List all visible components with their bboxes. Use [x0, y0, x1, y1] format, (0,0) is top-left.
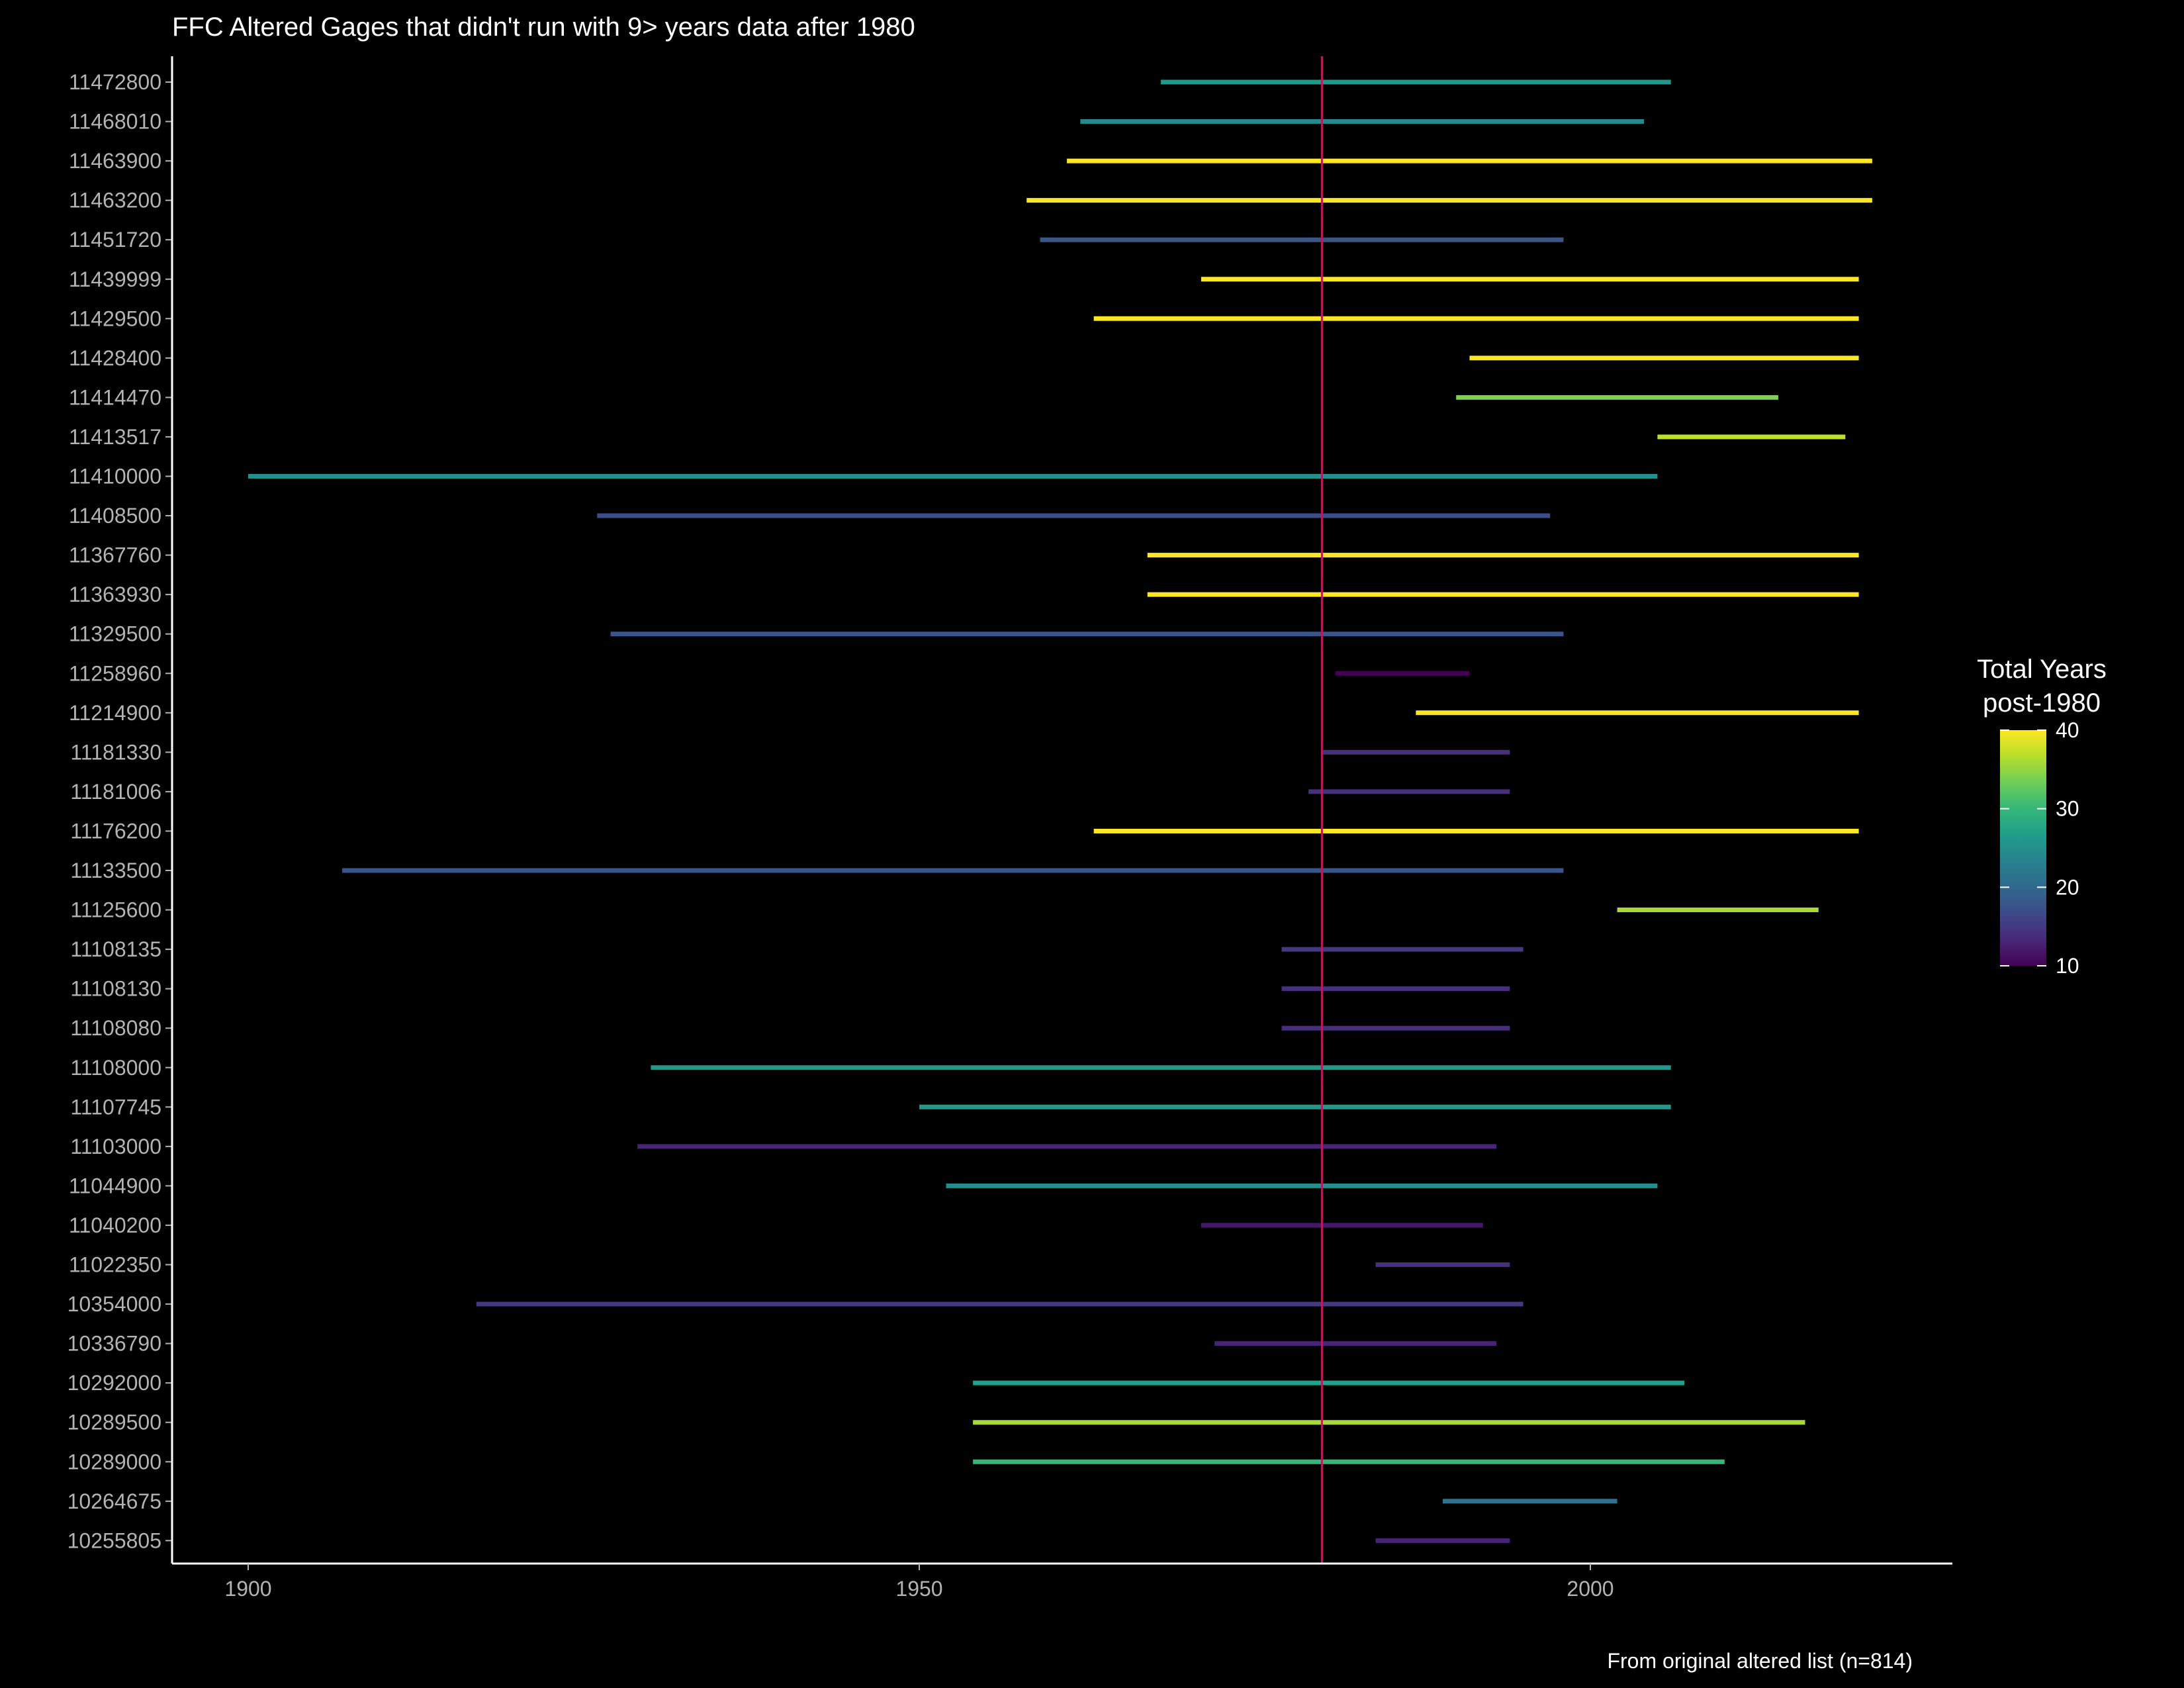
y-tick-label-10264675: 10264675: [68, 1489, 161, 1513]
y-tick-label-11367760: 11367760: [69, 543, 161, 567]
y-tick-label-11408500: 11408500: [69, 504, 161, 528]
y-tick-label-11363930: 11363930: [69, 583, 161, 606]
y-tick-label-11414470: 11414470: [69, 385, 161, 409]
legend-title-line1: Total Years: [1977, 655, 2107, 684]
x-tick-label-2000: 2000: [1567, 1577, 1614, 1601]
range-bars: [248, 79, 1872, 1543]
legend-title-line2: post-1980: [1983, 688, 2101, 718]
y-tick-label-11463200: 11463200: [69, 189, 161, 212]
y-tick-label-11108130: 11108130: [70, 977, 161, 1001]
y-tick-label-11107745: 11107745: [70, 1095, 161, 1119]
y-tick-label-11108000: 11108000: [70, 1056, 161, 1080]
y-tick-label-11214900: 11214900: [69, 701, 161, 725]
color-legend: Total Years post-1980 10 20 30 40: [1977, 655, 2107, 978]
y-tick-label-11410000: 11410000: [69, 465, 161, 489]
y-tick-label-10289500: 10289500: [68, 1411, 161, 1434]
y-tick-label-11463900: 11463900: [69, 149, 161, 173]
y-tick-label-11428400: 11428400: [69, 346, 161, 370]
legend-colorbar: [2000, 730, 2046, 966]
y-tick-label-10255805: 10255805: [68, 1528, 161, 1552]
y-tick-label-11040200: 11040200: [69, 1213, 161, 1237]
y-tick-label-10292000: 10292000: [68, 1371, 161, 1395]
y-tick-label-11429500: 11429500: [69, 306, 161, 330]
y-tick-label-11125600: 11125600: [70, 898, 161, 922]
chart-caption: From original altered list (n=814): [1607, 1649, 1913, 1673]
y-tick-label-11103000: 11103000: [70, 1135, 161, 1158]
y-tick-label-11181330: 11181330: [70, 740, 161, 764]
y-tick-label-11181006: 11181006: [70, 780, 161, 804]
y-axis: 11472800 11468010 11463900 11463200 11451720…: [68, 56, 173, 1564]
y-tick-label-11133500: 11133500: [70, 859, 161, 882]
y-tick-label-11176200: 11176200: [70, 819, 161, 843]
x-tick-label-1900: 1900: [224, 1577, 271, 1601]
y-tick-label-11439999: 11439999: [69, 267, 161, 291]
y-tick-label-11468010: 11468010: [69, 110, 161, 134]
x-tick-label-1950: 1950: [895, 1577, 942, 1601]
legend-label-30: 30: [2056, 797, 2079, 821]
legend-label-20: 20: [2056, 875, 2079, 899]
y-tick-label-11108135: 11108135: [70, 937, 161, 961]
x-axis: 1900 1950 2000: [172, 1562, 1952, 1601]
y-tick-label-11329500: 11329500: [69, 622, 161, 646]
y-tick-label-10289000: 10289000: [68, 1450, 161, 1474]
y-tick-label-11472800: 11472800: [69, 70, 161, 94]
legend-label-40: 40: [2056, 718, 2079, 742]
y-tick-label-11108080: 11108080: [70, 1016, 161, 1040]
legend-label-10: 10: [2056, 954, 2079, 978]
y-tick-label-11413517: 11413517: [69, 425, 161, 449]
y-tick-label-10354000: 10354000: [68, 1292, 161, 1316]
y-tick-label-11451720: 11451720: [69, 228, 161, 252]
y-tick-label-11022350: 11022350: [69, 1253, 161, 1277]
y-tick-label-11258960: 11258960: [69, 661, 161, 685]
chart-title: FFC Altered Gages that didn't run with 9…: [172, 13, 915, 42]
y-tick-label-11044900: 11044900: [69, 1174, 161, 1197]
y-tick-label-10336790: 10336790: [68, 1332, 161, 1356]
